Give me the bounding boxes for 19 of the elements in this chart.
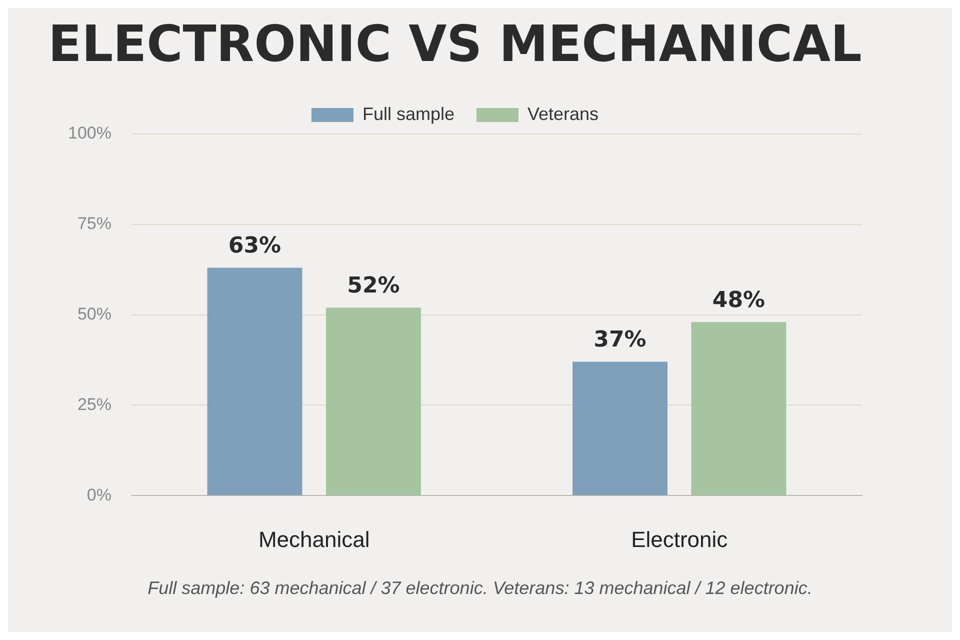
y-tick-label: 75% (77, 214, 112, 234)
y-tick-label: 0% (86, 485, 112, 504)
legend-label: Veterans (527, 104, 599, 124)
bar (326, 308, 421, 496)
y-tick-label: 50% (77, 304, 112, 324)
y-tick-label: 25% (77, 394, 112, 414)
data-label: 52% (347, 273, 400, 298)
data-label: 37% (594, 328, 646, 353)
bar (207, 268, 302, 496)
bar (572, 362, 668, 496)
x-tick-label: Electronic (631, 526, 728, 552)
bar (691, 322, 786, 496)
text: Full sample: 63 mechanical / 37 electronic. Veterans: 13 mechanical / 12 electronic. (146, 578, 814, 599)
data-label: 48% (712, 288, 766, 313)
x-tick-label: Mechanical (258, 526, 370, 552)
y-tick-label: 100% (68, 124, 112, 143)
legend-label: Full sample (362, 104, 454, 124)
chart-title: ELECTRONIC VS MECHANICAL (48, 14, 862, 74)
data-label: 63% (228, 234, 282, 259)
